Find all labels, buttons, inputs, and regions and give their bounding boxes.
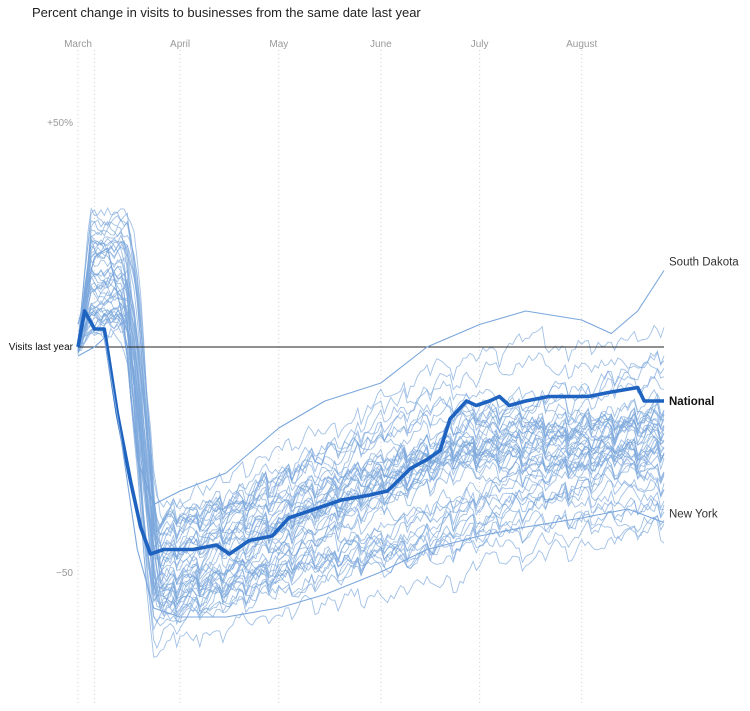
axis-labels: March April May June July August +50% −50	[47, 39, 597, 579]
state-line	[77, 322, 665, 561]
state-line	[77, 278, 665, 658]
series-line-national	[76, 309, 664, 556]
state-line	[77, 240, 665, 602]
state-line	[77, 295, 665, 585]
month-label-may: May	[269, 39, 288, 50]
baseline-label: Visits last year	[9, 342, 74, 353]
state-line	[77, 240, 665, 548]
highlighted-series	[76, 247, 665, 618]
state-line	[77, 313, 665, 538]
month-label-july: July	[471, 39, 489, 50]
month-label-june: June	[370, 39, 392, 50]
series-line-south-dakota	[77, 247, 665, 506]
series-line-new-york	[77, 337, 665, 618]
annotation-new-york: New York	[669, 509, 718, 521]
baseline: Visits last year	[9, 342, 664, 353]
state-line	[77, 313, 665, 631]
state-line	[77, 234, 665, 615]
state-line	[77, 251, 665, 622]
state-line	[77, 265, 665, 602]
state-line	[77, 256, 665, 529]
annotation-south-dakota: South Dakota	[669, 257, 739, 269]
state-line	[77, 275, 665, 611]
state-line	[77, 312, 665, 602]
month-label-april: April	[170, 39, 190, 50]
chart-title: Percent change in visits to businesses f…	[32, 5, 421, 20]
annotation-national: National	[669, 396, 714, 408]
series-annotations: South Dakota National New York	[669, 257, 739, 521]
state-line	[77, 226, 665, 551]
state-line	[77, 282, 665, 592]
state-line	[77, 265, 665, 624]
state-line	[77, 327, 665, 533]
y-tick-label: −50	[56, 568, 73, 579]
month-label-march: March	[64, 39, 92, 50]
state-line	[77, 302, 665, 537]
y-tick-label: +50%	[47, 118, 73, 129]
state-line	[77, 215, 665, 586]
state-line	[77, 292, 665, 546]
state-line	[77, 290, 665, 650]
state-line	[77, 268, 665, 529]
month-label-august: August	[566, 39, 597, 50]
background-state-lines	[77, 206, 665, 658]
state-line	[77, 306, 665, 600]
